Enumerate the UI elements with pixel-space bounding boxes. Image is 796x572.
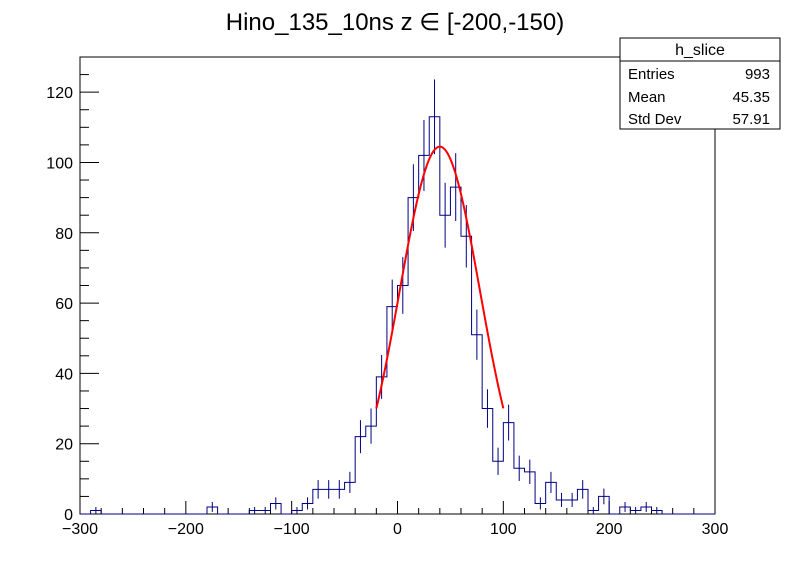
y-tick-label: 80 [55,226,73,243]
stats-stddev-value: 57.91 [732,111,770,128]
stats-entries-label: Entries [628,66,675,83]
stats-mean-value: 45.35 [732,89,770,106]
stats-entries-value: 993 [745,66,770,83]
stats-box-title: h_slice [675,42,725,59]
y-tick-label: 100 [46,155,73,172]
fit-curve [375,145,505,409]
x-tick-label: 200 [596,521,623,538]
y-tick-label: 20 [55,437,73,454]
stats-mean-label: Mean [628,89,666,106]
axes: −300 −200 −100 0 100 200 300 0 20 40 60 80 100 120 [46,56,729,538]
y-tick-label: 0 [64,507,73,524]
histogram-series [80,79,715,515]
y-tick-label: 120 [46,85,73,102]
x-tick-label: −300 [62,521,98,538]
y-tick-label: 60 [55,296,73,313]
histogram-outline [80,116,715,515]
stats-stddev-label: Std Dev [628,111,682,128]
x-tick-label: −200 [168,521,204,538]
x-tick-label: −100 [274,521,310,538]
x-tick-label: 300 [702,521,729,538]
y-tick-label: 40 [55,366,73,383]
x-tick-label: 0 [393,521,402,538]
x-tick-label: 100 [490,521,517,538]
stats-box: h_slice Entries 993 Mean 45.35 Std Dev 5… [619,37,781,130]
chart-title: Hino_135_10ns z ∈ [-200,-150) [226,9,564,36]
stats-box-frame [619,37,781,130]
gaussian-fit [375,145,505,409]
